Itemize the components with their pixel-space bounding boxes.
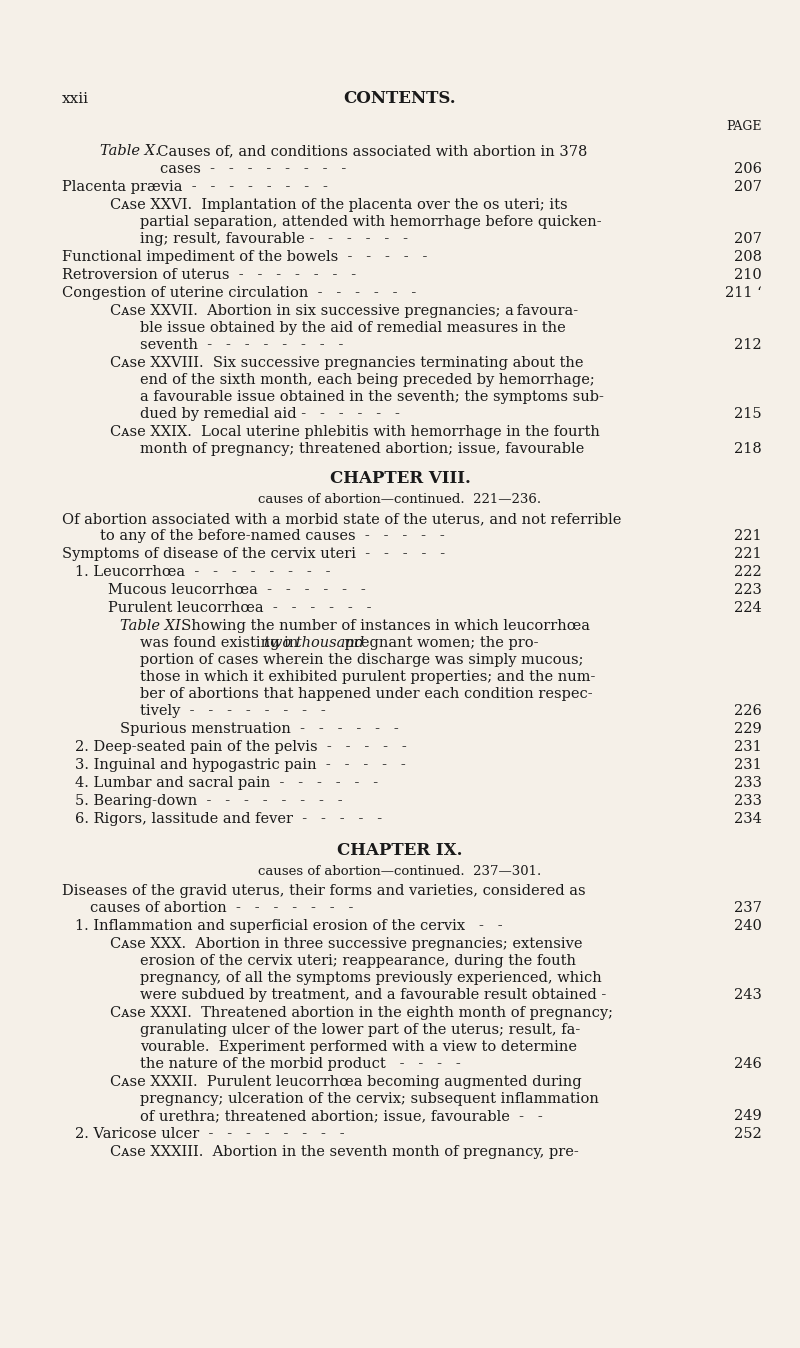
Text: cases  -   -   -   -   -   -   -   -: cases - - - - - - - - [160, 162, 346, 177]
Text: ble issue obtained by the aid of remedial measures in the: ble issue obtained by the aid of remedia… [140, 321, 566, 336]
Text: 224: 224 [734, 601, 762, 615]
Text: Cᴀse XXX.  Abortion in three successive pregnancies; extensive: Cᴀse XXX. Abortion in three successive p… [110, 937, 582, 950]
Text: ing; result, favourable -   -   -   -   -   -: ing; result, favourable - - - - - - [140, 232, 408, 245]
Text: 208: 208 [734, 249, 762, 264]
Text: 4. Lumbar and sacral pain  -   -   -   -   -   -: 4. Lumbar and sacral pain - - - - - - [75, 776, 378, 790]
Text: were subdued by treatment, and a favourable result obtained -: were subdued by treatment, and a favoura… [140, 988, 606, 1002]
Text: 206: 206 [734, 162, 762, 177]
Text: 221: 221 [734, 547, 762, 561]
Text: partial separation, attended with hemorrhage before quicken-: partial separation, attended with hemorr… [140, 214, 602, 229]
Text: 237: 237 [734, 900, 762, 915]
Text: Table X.: Table X. [100, 144, 160, 158]
Text: pregnant women; the pro-: pregnant women; the pro- [340, 636, 538, 650]
Text: 231: 231 [734, 758, 762, 772]
Text: 210: 210 [734, 268, 762, 282]
Text: 207: 207 [734, 232, 762, 245]
Text: Diseases of the gravid uterus, their forms and varieties, considered as: Diseases of the gravid uterus, their for… [62, 884, 586, 898]
Text: CONTENTS.: CONTENTS. [344, 90, 456, 106]
Text: 1. Leucorrhœa  -   -   -   -   -   -   -   -: 1. Leucorrhœa - - - - - - - - [75, 565, 330, 580]
Text: Cᴀse XXVII.  Abortion in six successive pregnancies; a favoura-: Cᴀse XXVII. Abortion in six successive p… [110, 305, 578, 318]
Text: causes of abortion—continued.  237—301.: causes of abortion—continued. 237—301. [258, 865, 542, 878]
Text: granulating ulcer of the lower part of the uterus; result, fa-: granulating ulcer of the lower part of t… [140, 1023, 580, 1037]
Text: tively  -   -   -   -   -   -   -   -: tively - - - - - - - - [140, 704, 326, 718]
Text: causes of abortion—continued.  221—236.: causes of abortion—continued. 221—236. [258, 493, 542, 506]
Text: CHAPTER VIII.: CHAPTER VIII. [330, 470, 470, 487]
Text: Cᴀse XXXI.  Threatened abortion in the eighth month of pregnancy;: Cᴀse XXXI. Threatened abortion in the ei… [110, 1006, 613, 1020]
Text: two thousand: two thousand [264, 636, 364, 650]
Text: Retroversion of uterus  -   -   -   -   -   -   -: Retroversion of uterus - - - - - - - [62, 268, 356, 282]
Text: 1. Inflammation and superficial erosion of the cervix   -   -: 1. Inflammation and superficial erosion … [75, 919, 502, 933]
Text: erosion of the cervix uteri; reappearance, during the fouth: erosion of the cervix uteri; reappearanc… [140, 954, 576, 968]
Text: Spurious menstruation  -   -   -   -   -   -: Spurious menstruation - - - - - - [120, 723, 398, 736]
Text: 2. Varicose ulcer  -   -   -   -   -   -   -   -: 2. Varicose ulcer - - - - - - - - [75, 1127, 345, 1140]
Text: 249: 249 [734, 1109, 762, 1123]
Text: 221: 221 [734, 528, 762, 543]
Text: pregnancy, of all the symptoms previously experienced, which: pregnancy, of all the symptoms previousl… [140, 971, 602, 985]
Text: 246: 246 [734, 1057, 762, 1072]
Text: Placenta prævia  -   -   -   -   -   -   -   -: Placenta prævia - - - - - - - - [62, 181, 328, 194]
Text: 233: 233 [734, 776, 762, 790]
Text: Congestion of uterine circulation  -   -   -   -   -   -: Congestion of uterine circulation - - - … [62, 286, 416, 301]
Text: PAGE: PAGE [726, 120, 762, 133]
Text: to any of the before-named causes  -   -   -   -   -: to any of the before-named causes - - - … [100, 528, 445, 543]
Text: of urethra; threatened abortion; issue, favourable  -   -: of urethra; threatened abortion; issue, … [140, 1109, 542, 1123]
Text: 5. Bearing-down  -   -   -   -   -   -   -   -: 5. Bearing-down - - - - - - - - [75, 794, 342, 807]
Text: 223: 223 [734, 582, 762, 597]
Text: Showing the number of instances in which leucorrhœa: Showing the number of instances in which… [172, 619, 590, 634]
Text: Cᴀse XXVI.  Implantation of the placenta over the os uteri; its: Cᴀse XXVI. Implantation of the placenta … [110, 198, 568, 212]
Text: Cᴀse XXIX.  Local uterine phlebitis with hemorrhage in the fourth: Cᴀse XXIX. Local uterine phlebitis with … [110, 425, 600, 439]
Text: 240: 240 [734, 919, 762, 933]
Text: 207: 207 [734, 181, 762, 194]
Text: end of the sixth month, each being preceded by hemorrhage;: end of the sixth month, each being prece… [140, 373, 594, 387]
Text: 6. Rigors, lassitude and fever  -   -   -   -   -: 6. Rigors, lassitude and fever - - - - - [75, 811, 382, 826]
Text: Cᴀse XXXII.  Purulent leucorrhœa becoming augmented during: Cᴀse XXXII. Purulent leucorrhœa becoming… [110, 1074, 582, 1089]
Text: portion of cases wherein the discharge was simply mucous;: portion of cases wherein the discharge w… [140, 652, 583, 667]
Text: ber of abortions that happened under each condition respec-: ber of abortions that happened under eac… [140, 687, 593, 701]
Text: dued by remedial aid -   -   -   -   -   -: dued by remedial aid - - - - - - [140, 407, 400, 421]
Text: a favourable issue obtained in the seventh; the symptoms sub-: a favourable issue obtained in the seven… [140, 390, 604, 404]
Text: 215: 215 [734, 407, 762, 421]
Text: Purulent leucorrhœa  -   -   -   -   -   -: Purulent leucorrhœa - - - - - - [108, 601, 371, 615]
Text: xxii: xxii [62, 92, 89, 106]
Text: Functional impediment of the bowels  -   -   -   -   -: Functional impediment of the bowels - - … [62, 249, 427, 264]
Text: 218: 218 [734, 442, 762, 456]
Text: vourable.  Experiment performed with a view to determine: vourable. Experiment performed with a vi… [140, 1041, 577, 1054]
Text: 229: 229 [734, 723, 762, 736]
Text: 212: 212 [734, 338, 762, 352]
Text: Symptoms of disease of the cervix uteri  -   -   -   -   -: Symptoms of disease of the cervix uteri … [62, 547, 445, 561]
Text: the nature of the morbid product   -   -   -   -: the nature of the morbid product - - - - [140, 1057, 461, 1072]
Text: CHAPTER IX.: CHAPTER IX. [338, 842, 462, 859]
Text: 222: 222 [734, 565, 762, 580]
Text: 226: 226 [734, 704, 762, 718]
Text: Cᴀse XXXIII.  Abortion in the seventh month of pregnancy, pre-: Cᴀse XXXIII. Abortion in the seventh mon… [110, 1144, 578, 1159]
Text: 211 ‘: 211 ‘ [726, 286, 762, 301]
Text: 2. Deep-seated pain of the pelvis  -   -   -   -   -: 2. Deep-seated pain of the pelvis - - - … [75, 740, 406, 754]
Text: 3. Inguinal and hypogastric pain  -   -   -   -   -: 3. Inguinal and hypogastric pain - - - -… [75, 758, 406, 772]
Text: 233: 233 [734, 794, 762, 807]
Text: was found existing in: was found existing in [140, 636, 303, 650]
Text: 234: 234 [734, 811, 762, 826]
Text: Of abortion associated with a morbid state of the uterus, and not referrible: Of abortion associated with a morbid sta… [62, 512, 622, 526]
Text: Mucous leucorrhœa  -   -   -   -   -   -: Mucous leucorrhœa - - - - - - [108, 582, 366, 597]
Text: seventh  -   -   -   -   -   -   -   -: seventh - - - - - - - - [140, 338, 343, 352]
Text: those in which it exhibited purulent properties; and the num-: those in which it exhibited purulent pro… [140, 670, 595, 683]
Text: 231: 231 [734, 740, 762, 754]
Text: pregnancy; ulceration of the cervix; subsequent inflammation: pregnancy; ulceration of the cervix; sub… [140, 1092, 599, 1105]
Text: Cᴀse XXVIII.  Six successive pregnancies terminating about the: Cᴀse XXVIII. Six successive pregnancies … [110, 356, 583, 369]
Text: Table XI.: Table XI. [120, 619, 186, 634]
Text: month of pregnancy; threatened abortion; issue, favourable: month of pregnancy; threatened abortion;… [140, 442, 584, 456]
Text: causes of abortion  -   -   -   -   -   -   -: causes of abortion - - - - - - - [90, 900, 354, 915]
Text: 243: 243 [734, 988, 762, 1002]
Text: Causes of, and conditions associated with abortion in 378: Causes of, and conditions associated wit… [148, 144, 587, 158]
Text: 252: 252 [734, 1127, 762, 1140]
